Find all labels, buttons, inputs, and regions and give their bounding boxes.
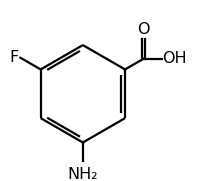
Text: O: O xyxy=(138,22,150,37)
Text: OH: OH xyxy=(163,51,187,66)
Text: F: F xyxy=(9,50,19,65)
Text: NH₂: NH₂ xyxy=(68,167,98,181)
